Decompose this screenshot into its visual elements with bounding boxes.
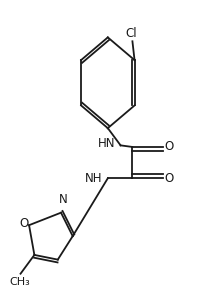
Text: HN: HN xyxy=(97,137,115,150)
Text: NH: NH xyxy=(85,172,102,185)
Text: Cl: Cl xyxy=(125,27,136,40)
Text: O: O xyxy=(164,140,173,154)
Text: CH₃: CH₃ xyxy=(9,277,30,287)
Text: N: N xyxy=(59,193,67,206)
Text: O: O xyxy=(164,172,173,185)
Text: O: O xyxy=(19,217,28,230)
